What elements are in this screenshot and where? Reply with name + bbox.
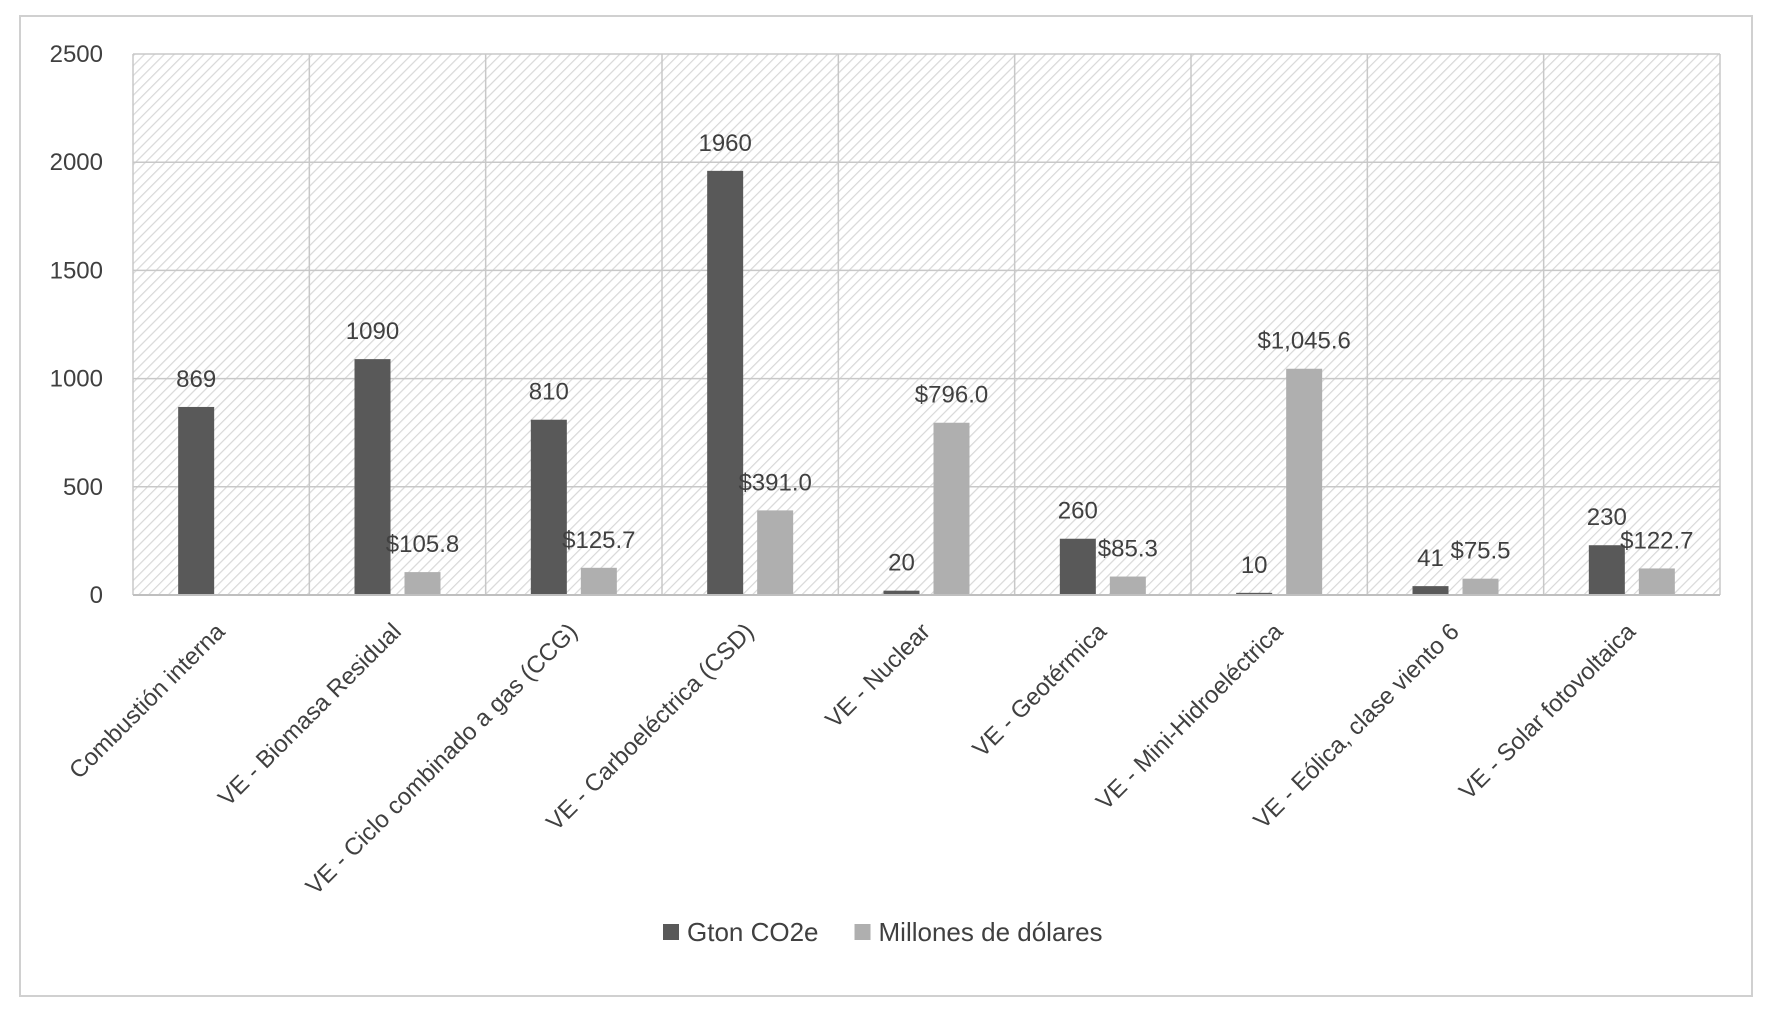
bar-gton-co2e <box>1412 586 1449 595</box>
data-label: 41 <box>1417 545 1444 572</box>
y-tick-label: 0 <box>90 582 103 609</box>
bar-millones-dolares <box>580 567 617 595</box>
bar-millones-dolares <box>757 510 794 595</box>
data-label: 1960 <box>698 130 751 157</box>
data-label: $1,045.6 <box>1257 328 1350 355</box>
bar-gton-co2e <box>178 406 215 595</box>
data-label: $75.5 <box>1450 538 1510 565</box>
y-tick-label: 1000 <box>50 366 103 393</box>
legend-swatch <box>663 924 679 940</box>
bar-gton-co2e <box>354 359 391 595</box>
bar-millones-dolares <box>1638 568 1675 595</box>
legend-label: Gton CO2e <box>687 917 819 947</box>
y-tick-label: 2500 <box>50 41 103 68</box>
bar-gton-co2e <box>883 590 920 595</box>
bar-gton-co2e <box>530 419 567 595</box>
y-tick-label: 500 <box>63 474 103 501</box>
bar-millones-dolares <box>1109 576 1146 595</box>
plot-area <box>133 54 1720 595</box>
gridlines <box>132 53 1721 595</box>
bar-gton-co2e <box>1588 545 1625 595</box>
bar-millones-dolares <box>933 422 970 595</box>
data-label: 20 <box>888 550 915 577</box>
data-label: $85.3 <box>1098 536 1158 563</box>
legend-label: Millones de dólares <box>879 917 1103 947</box>
data-labels: 869 1090 810 1960 20 260 10 41 230 $105.8 $125.7 $3… <box>176 130 1693 579</box>
bars <box>178 170 1675 595</box>
data-label: 230 <box>1587 504 1627 531</box>
data-label: $796.0 <box>915 382 988 409</box>
data-label: $122.7 <box>1620 527 1693 554</box>
data-label: 1090 <box>346 318 399 345</box>
bar-millones-dolares <box>1462 578 1499 595</box>
y-tick-label: 1500 <box>50 257 103 284</box>
bar-gton-co2e <box>1059 538 1096 595</box>
data-label: 10 <box>1241 552 1268 579</box>
bar-millones-dolares <box>404 572 441 595</box>
y-tick-label: 2000 <box>50 149 103 176</box>
data-label: 810 <box>529 379 569 406</box>
y-axis: 0 500 1000 1500 2000 2500 <box>50 41 103 609</box>
bar-gton-co2e <box>707 170 744 595</box>
legend-swatch <box>854 924 871 940</box>
data-label: $391.0 <box>738 469 811 496</box>
data-label: 260 <box>1058 498 1098 525</box>
bar-millones-dolares <box>1286 368 1323 595</box>
data-label: $125.7 <box>562 527 635 554</box>
data-label: 869 <box>176 366 216 393</box>
legend: Gton CO2e Millones de dólares <box>663 917 1103 947</box>
bar-gton-co2e <box>1236 592 1273 595</box>
data-label: $105.8 <box>386 531 459 558</box>
